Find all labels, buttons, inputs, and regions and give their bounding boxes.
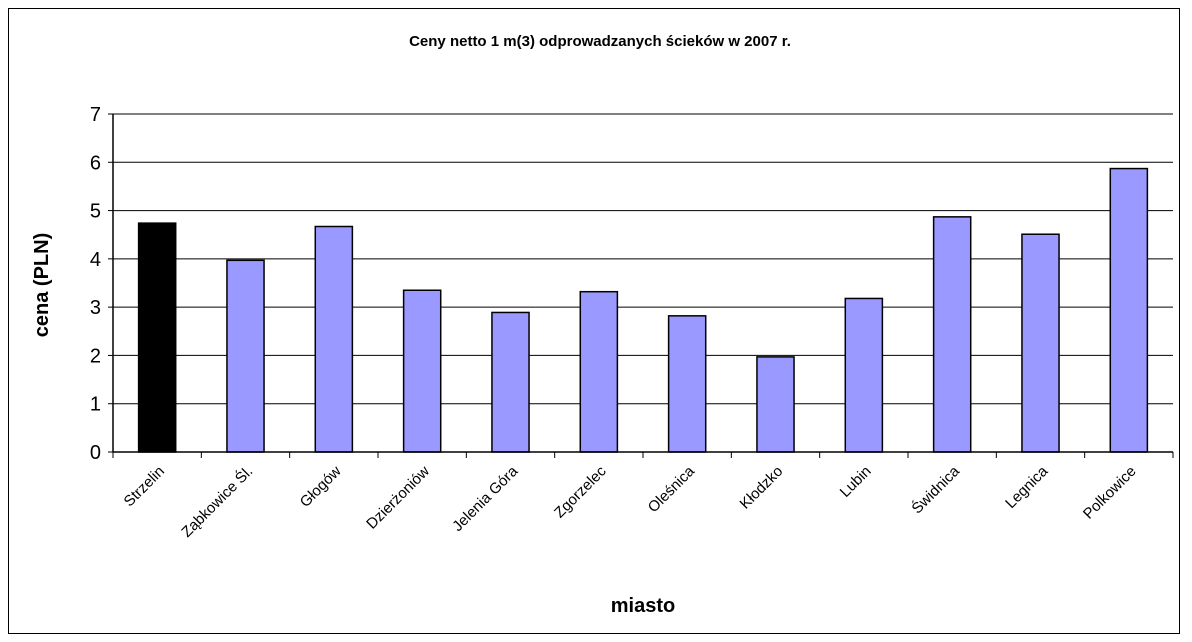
x-tick-label: Legnica bbox=[1002, 462, 1052, 512]
y-tick-label: 2 bbox=[90, 345, 101, 367]
bar bbox=[226, 259, 265, 453]
bar bbox=[844, 297, 884, 453]
y-tick-label: 5 bbox=[90, 201, 101, 223]
x-tick-label: Dzierżoniów bbox=[363, 463, 433, 533]
bar bbox=[932, 216, 972, 453]
bar bbox=[314, 225, 354, 453]
bars bbox=[137, 167, 1149, 453]
bar bbox=[491, 311, 530, 453]
x-tick-label: Ząbkowice Śl. bbox=[178, 462, 257, 541]
bar bbox=[667, 315, 707, 453]
x-tick-label: Polkowice bbox=[1080, 463, 1140, 523]
x-tick-label: Oleśnica bbox=[645, 462, 699, 516]
y-tick-label: 0 bbox=[90, 442, 101, 464]
bar bbox=[1021, 233, 1060, 453]
bar bbox=[1109, 167, 1149, 453]
x-tick-label: Zgorzelec bbox=[551, 462, 610, 521]
bar bbox=[137, 222, 177, 453]
chart-title: Ceny netto 1 m(3) odprowadzanych ścieków… bbox=[409, 33, 791, 50]
y-tick-label: 6 bbox=[90, 152, 101, 174]
y-tick-label: 4 bbox=[90, 249, 101, 271]
axes bbox=[108, 113, 1174, 458]
y-tick-label: 3 bbox=[90, 297, 101, 319]
y-tick-labels: 0 1 2 3 4 5 6 7 bbox=[90, 104, 101, 464]
y-tick-label: 7 bbox=[90, 104, 101, 126]
bar bbox=[756, 356, 795, 453]
gridlines bbox=[113, 113, 1173, 405]
x-tick-label: Kłodzko bbox=[737, 463, 787, 513]
y-tick-label: 1 bbox=[90, 394, 101, 416]
x-tick-label: Jelenia Góra bbox=[449, 462, 522, 535]
x-axis-title: miasto bbox=[611, 595, 675, 617]
x-tick-label: Świdnica bbox=[908, 462, 964, 518]
bar bbox=[579, 290, 619, 453]
x-tick-label: Lubin bbox=[837, 463, 875, 501]
x-tick-label: Głogów bbox=[297, 463, 345, 511]
y-axis-title: cena (PLN) bbox=[31, 233, 53, 337]
x-tick-labels: Strzelin Ząbkowice Śl. Głogów Dzierżoniów Je… bbox=[121, 462, 1140, 541]
bar bbox=[402, 289, 442, 453]
x-tick-label: Strzelin bbox=[121, 463, 168, 510]
